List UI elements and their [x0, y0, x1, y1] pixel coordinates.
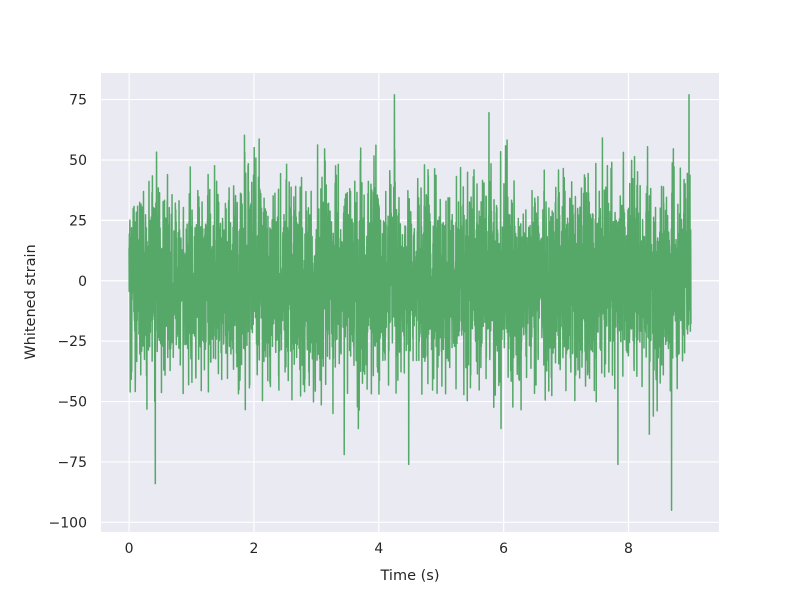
y-tick-label: 25 [69, 213, 87, 229]
series-layer [128, 93, 692, 512]
y-tick-label: −25 [57, 334, 87, 350]
y-tick-label: −75 [57, 455, 87, 471]
y-axis-ticks: −100 −75 −50 −25 0 25 50 75 [49, 93, 87, 532]
x-tick-label: 0 [125, 541, 134, 557]
x-axis-ticks: 0 2 4 6 8 [125, 541, 633, 557]
y-tick-label: −100 [49, 515, 87, 531]
y-tick-label: 0 [78, 274, 87, 290]
y-tick-label: 50 [69, 153, 87, 169]
y-axis-label: Whitened strain [23, 244, 39, 359]
x-axis-label: Time (s) [380, 568, 440, 584]
y-tick-label: −50 [57, 395, 87, 411]
x-tick-label: 4 [374, 541, 383, 557]
y-tick-label: 75 [69, 93, 87, 109]
x-tick-label: 6 [499, 541, 508, 557]
x-tick-label: 8 [624, 541, 633, 557]
x-tick-label: 2 [249, 541, 258, 557]
strain-line [128, 93, 692, 512]
